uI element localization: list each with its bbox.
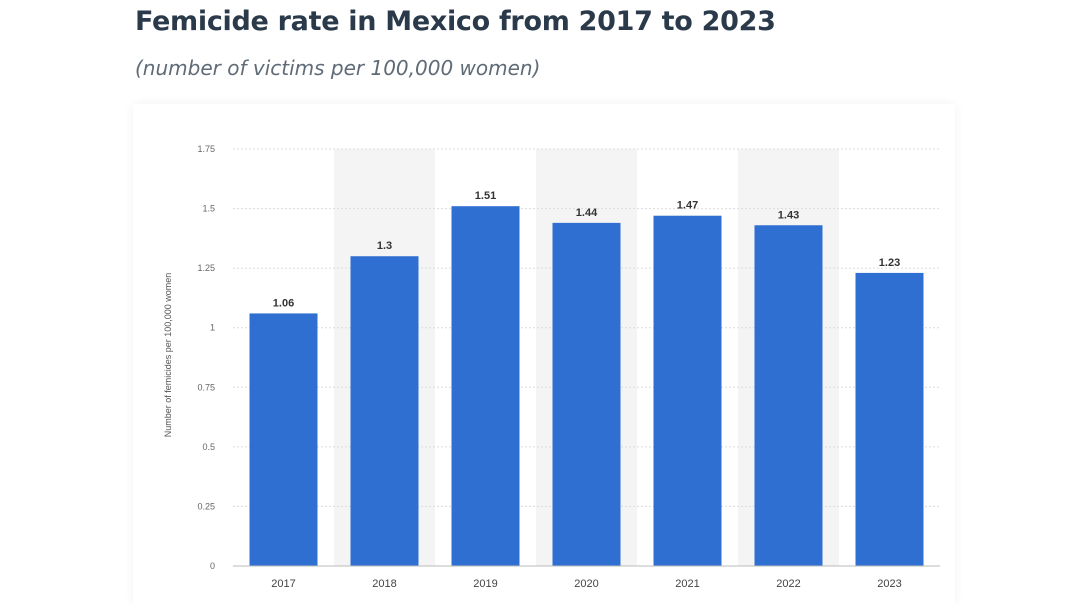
chart-title: Femicide rate in Mexico from 2017 to 202…: [135, 6, 776, 37]
data-label: 1.06: [273, 297, 294, 309]
y-tick-label: 1: [210, 323, 215, 333]
y-tick-label: 0.75: [197, 382, 215, 392]
bar-2019[interactable]: [451, 206, 520, 566]
bar-2020[interactable]: [552, 222, 621, 566]
bar-2022[interactable]: [754, 225, 823, 566]
y-tick-label: 1.75: [197, 144, 215, 154]
y-tick-label: 0: [210, 561, 215, 571]
y-tick-label: 1.25: [197, 263, 215, 273]
data-label: 1.3: [377, 240, 392, 252]
x-tick-label: 2020: [574, 578, 598, 590]
x-tick-label: 2021: [675, 578, 699, 590]
x-tick-label: 2017: [271, 578, 295, 590]
y-tick-label: 1.5: [202, 204, 215, 214]
bar-2021[interactable]: [653, 215, 722, 566]
chart-subtitle: (number of victims per 100,000 women): [135, 56, 541, 80]
data-label: 1.51: [475, 190, 496, 202]
x-tick-label: 2019: [473, 578, 497, 590]
x-tick-label: 2022: [776, 578, 800, 590]
bar-2023[interactable]: [855, 272, 924, 566]
data-label: 1.47: [677, 200, 698, 212]
data-label: 1.23: [879, 257, 900, 269]
bar-2017[interactable]: [249, 313, 318, 566]
data-label: 1.44: [576, 207, 598, 219]
x-tick-label: 2018: [372, 578, 396, 590]
x-tick-label: 2023: [877, 578, 901, 590]
y-tick-label: 0.25: [197, 501, 215, 511]
bar-2018[interactable]: [350, 256, 419, 566]
data-label: 1.43: [778, 209, 799, 221]
y-tick-label: 0.5: [202, 442, 215, 452]
